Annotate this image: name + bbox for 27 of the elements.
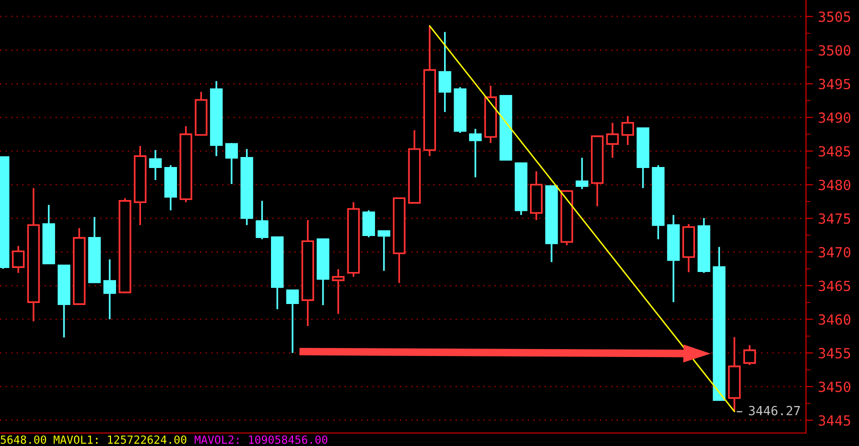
candlestick	[301, 219, 314, 327]
candlestick	[134, 145, 146, 226]
y-tick-label: 3480	[818, 180, 850, 190]
candlestick	[438, 31, 452, 113]
y-tick-label: 3485	[818, 146, 850, 157]
y-tick-label: 3460	[818, 314, 850, 325]
candlestick	[728, 336, 741, 413]
candlestick	[606, 122, 619, 159]
y-tick-label: 3505	[818, 11, 850, 22]
y-tick-label: 3445	[818, 415, 850, 426]
candlestick	[27, 187, 40, 322]
y-tick-label: 3500	[818, 45, 850, 56]
y-tick-label: 3450	[818, 382, 850, 392]
candlestick	[149, 149, 162, 181]
text: MAVOL2: 109058456.00	[194, 435, 328, 444]
y-tick-label: 3495	[818, 78, 850, 90]
candlestick	[667, 214, 680, 303]
text: MAVOL1: 125722624.00	[54, 435, 186, 444]
text: 5648.00	[0, 435, 46, 444]
y-tick-label: 3475	[818, 213, 850, 224]
candlestick	[103, 258, 116, 320]
y-tick-label: 3455	[818, 348, 850, 358]
candlestick	[347, 201, 360, 278]
y-tick-label: 3490	[818, 112, 850, 123]
annotation: 3446.27	[748, 406, 800, 416]
y-tick-label: 3465	[818, 280, 850, 292]
y-tick-label: 3470	[818, 247, 850, 258]
